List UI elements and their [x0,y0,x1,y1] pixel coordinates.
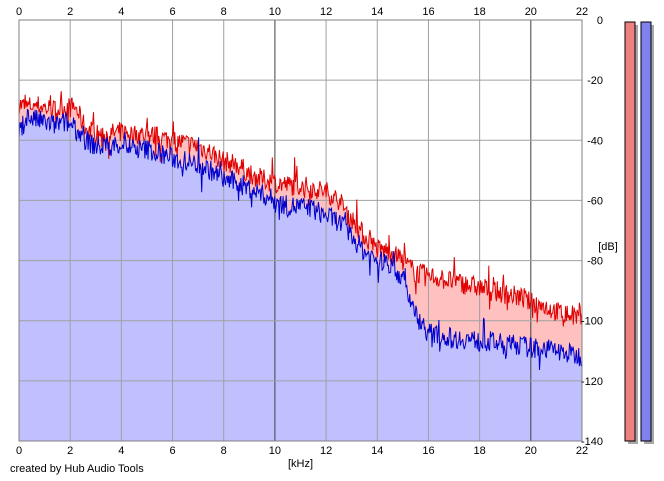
right-channel-meter [640,21,652,442]
y-axis-label: [dB] [598,241,618,253]
x-tick-bottom-8: 8 [221,445,227,457]
x-axis-label: [kHz] [288,458,313,470]
x-tick-top-8: 8 [221,6,227,18]
x-tick-top-16: 16 [422,6,434,18]
x-tick-bottom-12: 12 [320,445,332,457]
y-tick--100: -100 [581,316,603,328]
x-tick-bottom-4: 4 [118,445,124,457]
x-tick-labels-bottom: 0 2 4 6 8 10 12 14 16 18 20 22 [16,445,588,457]
y-tick-0: 0 [597,15,603,27]
x-tick-top-20: 20 [525,6,537,18]
x-tick-bottom-2: 2 [67,445,73,457]
x-tick-top-12: 12 [320,6,332,18]
y-tick--20: -20 [587,75,603,87]
y-tick--120: -120 [581,376,603,388]
series-line-0 [18,91,583,327]
y-tick-labels: 0 -20 -40 -60 -80 -100 -120 -140 [581,15,603,448]
x-tick-top-4: 4 [118,6,124,18]
plot-border [18,19,583,442]
x-tick-bottom-10: 10 [269,445,281,457]
x-tick-bottom-18: 18 [474,445,486,457]
x-tick-top-10: 10 [269,6,281,18]
x-tick-top-6: 6 [169,6,175,18]
credit-text: created by Hub Audio Tools [10,463,144,475]
plot-area [19,20,582,441]
series-fill-1 [19,109,582,441]
x-tick-top-0: 0 [16,6,22,18]
y-tick--80: -80 [587,256,603,268]
x-tick-bottom-16: 16 [422,445,434,457]
x-tick-bottom-6: 6 [169,445,175,457]
level-meters [624,21,654,444]
series-line-1 [18,108,583,371]
x-tick-bottom-0: 0 [16,445,22,457]
y-tick--140: -140 [581,436,603,448]
x-tick-top-2: 2 [67,6,73,18]
left-channel-meter [624,21,636,442]
x-tick-top-22: 22 [576,6,588,18]
x-tick-labels-top: 0 2 4 6 8 10 12 14 16 18 20 22 [16,6,588,18]
x-tick-bottom-22: 22 [576,445,588,457]
x-tick-bottom-20: 20 [525,445,537,457]
y-tick--40: -40 [587,135,603,147]
x-tick-top-14: 14 [371,6,383,18]
y-tick--60: -60 [587,195,603,207]
x-tick-top-18: 18 [474,6,486,18]
x-tick-bottom-14: 14 [371,445,383,457]
series-lines [18,91,583,371]
